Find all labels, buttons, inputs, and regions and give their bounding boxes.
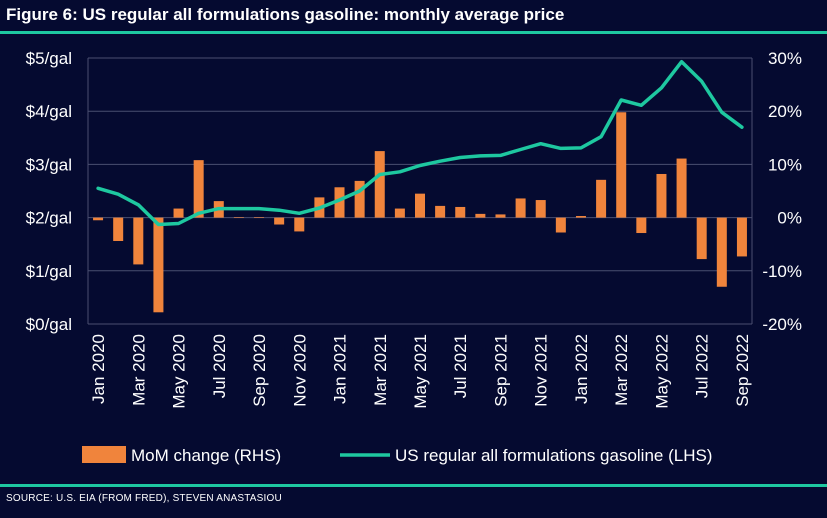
bar bbox=[616, 112, 627, 218]
left-axis-tick-label: $0/gal bbox=[26, 315, 72, 334]
bar bbox=[173, 208, 184, 218]
bar bbox=[415, 193, 425, 218]
chart-svg: $0/gal $1/gal $2/gal $3/gal $4/gal $5/gal -20… bbox=[26, 49, 802, 465]
bar bbox=[435, 205, 446, 218]
bar bbox=[716, 217, 727, 287]
bar bbox=[515, 198, 526, 218]
x-axis-tick-label: Nov 2021 bbox=[532, 334, 551, 407]
left-axis-tick-label: $4/gal bbox=[26, 102, 72, 121]
x-axis-tick-label: Mar 2020 bbox=[129, 334, 148, 406]
bar bbox=[274, 217, 285, 225]
left-axis-tick-label: $3/gal bbox=[26, 155, 72, 174]
bar bbox=[636, 217, 647, 234]
left-axis-tick-label: $5/gal bbox=[26, 49, 72, 68]
bar bbox=[535, 200, 546, 218]
bar bbox=[334, 187, 345, 218]
bar bbox=[455, 206, 466, 218]
right-axis-tick-label: 30% bbox=[768, 49, 802, 68]
left-axis-tick-label: $1/gal bbox=[26, 262, 72, 281]
bar bbox=[193, 160, 204, 218]
legend-bar-swatch bbox=[82, 446, 126, 463]
right-axis-tick-label: -20% bbox=[762, 315, 802, 334]
legend-bar-label: MoM change (RHS) bbox=[131, 446, 281, 465]
bar bbox=[354, 180, 365, 218]
bar bbox=[294, 217, 305, 232]
x-axis-tick-label: Sep 2021 bbox=[492, 334, 511, 407]
x-axis-tick-label: Sep 2020 bbox=[250, 334, 269, 407]
bar bbox=[254, 217, 265, 218]
bar bbox=[394, 208, 405, 218]
left-axis-labels: $0/gal $1/gal $2/gal $3/gal $4/gal $5/gal bbox=[26, 49, 72, 334]
x-axis-tick-label: May 2021 bbox=[411, 334, 430, 409]
x-axis-tick-label: Mar 2021 bbox=[371, 334, 390, 406]
left-axis-tick-label: $2/gal bbox=[26, 209, 72, 228]
bottom-accent-rule bbox=[0, 484, 827, 487]
bar bbox=[676, 158, 687, 218]
bar bbox=[153, 217, 164, 313]
bar bbox=[374, 151, 385, 218]
bar bbox=[555, 217, 566, 233]
bar-series bbox=[93, 112, 747, 313]
top-accent-rule bbox=[0, 31, 827, 34]
right-axis-tick-label: -10% bbox=[762, 262, 802, 281]
right-axis-tick-label: 20% bbox=[768, 102, 802, 121]
bar bbox=[475, 213, 486, 218]
source-note: SOURCE: U.S. EIA (FROM FRED), STEVEN ANA… bbox=[6, 493, 282, 504]
bar bbox=[133, 217, 144, 265]
chart-title: Figure 6: US regular all formulations ga… bbox=[6, 5, 565, 24]
bar bbox=[736, 217, 747, 257]
bar bbox=[575, 216, 586, 218]
right-axis-labels: -20% -10% 0% 10% 20% 30% bbox=[762, 49, 802, 334]
legend-line-label: US regular all formulations gasoline (LH… bbox=[395, 446, 712, 465]
legend: MoM change (RHS) US regular all formulat… bbox=[82, 446, 712, 465]
price-line bbox=[96, 59, 744, 227]
x-axis-labels: Jan 2020 Mar 2020 May 2020 Jul 2020 Sep 2020… bbox=[89, 334, 752, 409]
line-series bbox=[96, 59, 744, 227]
x-axis-tick-label: Mar 2022 bbox=[612, 334, 631, 406]
x-axis-tick-label: Jan 2021 bbox=[331, 334, 350, 404]
right-axis-tick-label: 0% bbox=[777, 209, 802, 228]
bar bbox=[233, 217, 244, 218]
x-axis-tick-label: Jan 2020 bbox=[89, 334, 108, 404]
bar bbox=[696, 217, 707, 260]
x-axis-tick-label: Nov 2020 bbox=[290, 334, 309, 407]
x-axis-tick-label: Jul 2020 bbox=[210, 334, 229, 398]
x-axis-tick-label: May 2020 bbox=[170, 334, 189, 409]
bar bbox=[495, 214, 506, 218]
x-axis-tick-label: May 2022 bbox=[653, 334, 672, 409]
right-axis-tick-label: 10% bbox=[768, 155, 802, 174]
x-axis-tick-label: Jan 2022 bbox=[572, 334, 591, 404]
x-axis-tick-label: Sep 2022 bbox=[733, 334, 752, 407]
bar bbox=[113, 217, 124, 242]
x-axis-tick-label: Jul 2021 bbox=[451, 334, 470, 398]
bar bbox=[93, 217, 104, 221]
bar bbox=[596, 179, 607, 218]
bar bbox=[656, 173, 667, 218]
x-axis-tick-label: Jul 2022 bbox=[693, 334, 712, 398]
